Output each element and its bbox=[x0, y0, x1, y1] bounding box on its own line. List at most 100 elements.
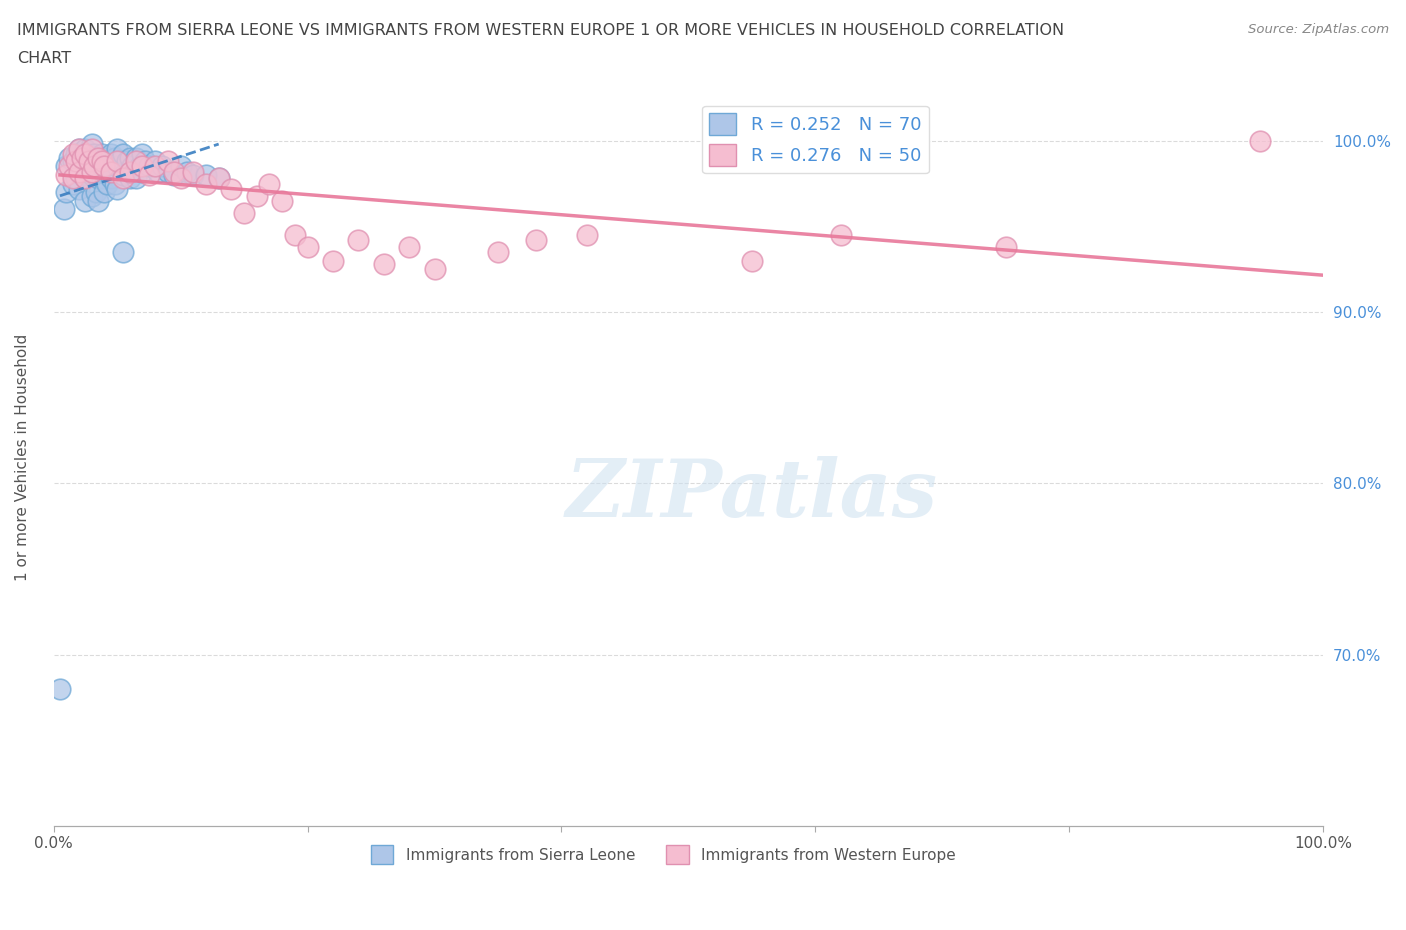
Point bbox=[105, 142, 128, 157]
Point bbox=[121, 159, 143, 174]
Point bbox=[208, 171, 231, 186]
Point bbox=[93, 165, 115, 179]
Point bbox=[181, 165, 204, 179]
Point bbox=[90, 153, 112, 168]
Point bbox=[259, 176, 281, 191]
Point bbox=[156, 153, 179, 168]
Point bbox=[83, 159, 105, 174]
Point bbox=[994, 240, 1017, 255]
Point bbox=[163, 167, 186, 182]
Point bbox=[83, 165, 105, 179]
Point bbox=[80, 151, 103, 166]
Point bbox=[398, 240, 420, 255]
Point bbox=[65, 153, 87, 168]
Point bbox=[55, 159, 77, 174]
Point bbox=[284, 228, 307, 243]
Point bbox=[83, 147, 105, 162]
Legend: Immigrants from Sierra Leone, Immigrants from Western Europe: Immigrants from Sierra Leone, Immigrants… bbox=[364, 839, 962, 870]
Point bbox=[150, 159, 173, 174]
Point bbox=[89, 153, 111, 168]
Point bbox=[77, 165, 100, 179]
Point bbox=[156, 165, 179, 179]
Point bbox=[271, 193, 294, 208]
Point bbox=[93, 159, 115, 174]
Point bbox=[75, 142, 97, 157]
Point bbox=[55, 185, 77, 200]
Point bbox=[117, 153, 139, 168]
Point bbox=[163, 165, 186, 179]
Point bbox=[90, 147, 112, 162]
Point bbox=[87, 171, 110, 186]
Point bbox=[103, 151, 125, 166]
Point bbox=[246, 188, 269, 203]
Point bbox=[75, 147, 97, 162]
Point bbox=[70, 167, 93, 182]
Point bbox=[1249, 133, 1271, 148]
Point bbox=[118, 151, 141, 166]
Point bbox=[80, 137, 103, 152]
Point bbox=[77, 147, 100, 162]
Point bbox=[55, 167, 77, 182]
Point bbox=[65, 171, 87, 186]
Point bbox=[103, 176, 125, 191]
Point bbox=[129, 159, 152, 174]
Point bbox=[143, 153, 166, 168]
Point bbox=[131, 147, 153, 162]
Point bbox=[112, 171, 135, 186]
Text: ZIPatlas: ZIPatlas bbox=[565, 456, 938, 533]
Point bbox=[93, 185, 115, 200]
Point bbox=[70, 151, 93, 166]
Point bbox=[87, 193, 110, 208]
Point bbox=[58, 159, 80, 174]
Point bbox=[75, 171, 97, 186]
Point bbox=[67, 142, 90, 157]
Point bbox=[77, 153, 100, 168]
Point bbox=[62, 153, 84, 168]
Point bbox=[131, 165, 153, 179]
Point bbox=[70, 151, 93, 166]
Point bbox=[194, 167, 217, 182]
Point bbox=[118, 171, 141, 186]
Point bbox=[93, 151, 115, 166]
Point bbox=[62, 171, 84, 186]
Point bbox=[221, 181, 243, 196]
Point bbox=[49, 682, 72, 697]
Y-axis label: 1 or more Vehicles in Household: 1 or more Vehicles in Household bbox=[15, 334, 30, 581]
Point bbox=[87, 151, 110, 166]
Point bbox=[100, 147, 122, 162]
Point bbox=[75, 153, 97, 168]
Point bbox=[112, 245, 135, 259]
Point bbox=[741, 253, 763, 268]
Point bbox=[67, 165, 90, 179]
Point bbox=[373, 257, 395, 272]
Point bbox=[194, 176, 217, 191]
Point bbox=[169, 171, 191, 186]
Point bbox=[108, 153, 131, 168]
Text: Source: ZipAtlas.com: Source: ZipAtlas.com bbox=[1249, 23, 1389, 36]
Point bbox=[297, 240, 319, 255]
Point bbox=[100, 165, 122, 179]
Point bbox=[105, 153, 128, 168]
Point bbox=[575, 228, 598, 243]
Point bbox=[138, 167, 160, 182]
Point bbox=[90, 171, 112, 186]
Point bbox=[131, 159, 153, 174]
Point bbox=[169, 159, 191, 174]
Point bbox=[67, 142, 90, 157]
Point bbox=[208, 171, 231, 186]
Point bbox=[322, 253, 344, 268]
Point bbox=[146, 165, 169, 179]
Point bbox=[52, 202, 75, 217]
Point bbox=[524, 232, 547, 247]
Point bbox=[75, 171, 97, 186]
Text: IMMIGRANTS FROM SIERRA LEONE VS IMMIGRANTS FROM WESTERN EUROPE 1 OR MORE VEHICLE: IMMIGRANTS FROM SIERRA LEONE VS IMMIGRAN… bbox=[17, 23, 1064, 38]
Point bbox=[65, 147, 87, 162]
Point bbox=[105, 181, 128, 196]
Point bbox=[125, 151, 148, 166]
Point bbox=[96, 153, 118, 168]
Point bbox=[62, 176, 84, 191]
Point bbox=[112, 167, 135, 182]
Point bbox=[96, 176, 118, 191]
Point bbox=[118, 165, 141, 179]
Point bbox=[143, 159, 166, 174]
